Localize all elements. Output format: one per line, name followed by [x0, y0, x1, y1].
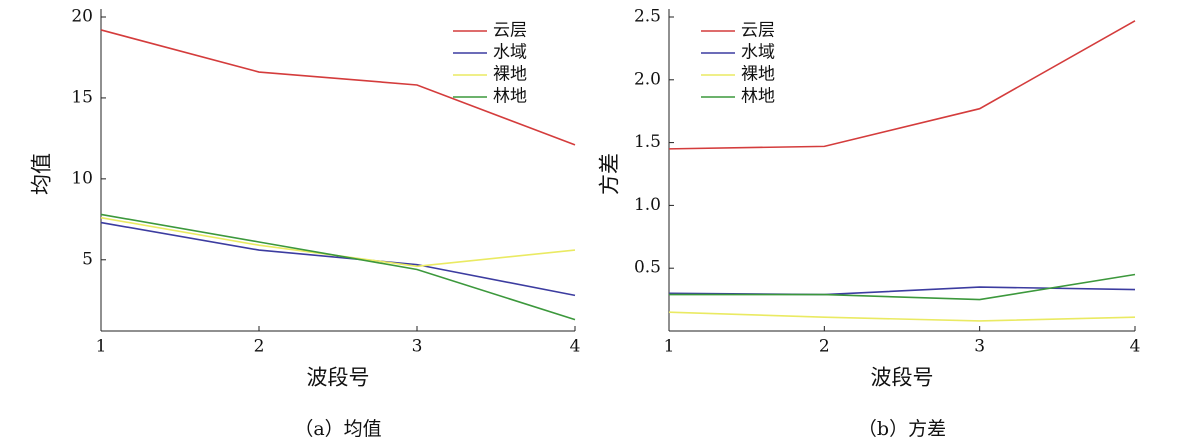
y-tick-label: 5 [82, 249, 93, 269]
y-tick-label: 10 [71, 168, 93, 188]
series-line [668, 20, 1136, 150]
x-tick-label: 1 [664, 337, 675, 357]
x-tick-label: 3 [412, 337, 423, 357]
series-line [100, 213, 576, 321]
series-line [100, 216, 576, 268]
y-tick-label: 1.0 [634, 195, 661, 215]
legend-label: 水域 [493, 43, 527, 63]
legend-label: 水域 [741, 43, 775, 63]
legend-label: 林地 [741, 87, 775, 107]
y-tick-label: 1.5 [634, 132, 661, 152]
series-line [668, 286, 1136, 296]
series-line [100, 221, 576, 297]
legend-label: 林地 [493, 87, 527, 107]
x-tick-label: 4 [1130, 337, 1141, 357]
caption: （a）均值 [294, 418, 381, 440]
series-line [668, 311, 1136, 322]
legend-label: 云层 [741, 21, 775, 41]
y-axis-label: 方差 [598, 153, 622, 195]
y-tick-label: 0.5 [634, 258, 661, 278]
caption: （b）方差 [858, 418, 946, 440]
x-tick-label: 1 [96, 337, 107, 357]
legend-label: 云层 [493, 21, 527, 41]
series-line [669, 273, 1136, 301]
y-axis-label: 均值 [30, 153, 54, 195]
y-tick-label: 2.5 [634, 7, 661, 27]
x-tick-label: 2 [254, 337, 265, 357]
y-tick-label: 20 [71, 7, 93, 27]
x-tick-label: 4 [570, 337, 581, 357]
x-tick-label: 3 [974, 337, 985, 357]
legend-label: 裸地 [493, 65, 527, 85]
x-axis-label: 波段号 [307, 366, 370, 390]
y-tick-label: 15 [71, 87, 93, 107]
x-tick-label: 2 [819, 337, 830, 357]
x-axis-label: 波段号 [871, 366, 934, 390]
legend-label: 裸地 [741, 65, 775, 85]
y-tick-label: 2.0 [634, 69, 661, 89]
series-line [100, 29, 576, 146]
